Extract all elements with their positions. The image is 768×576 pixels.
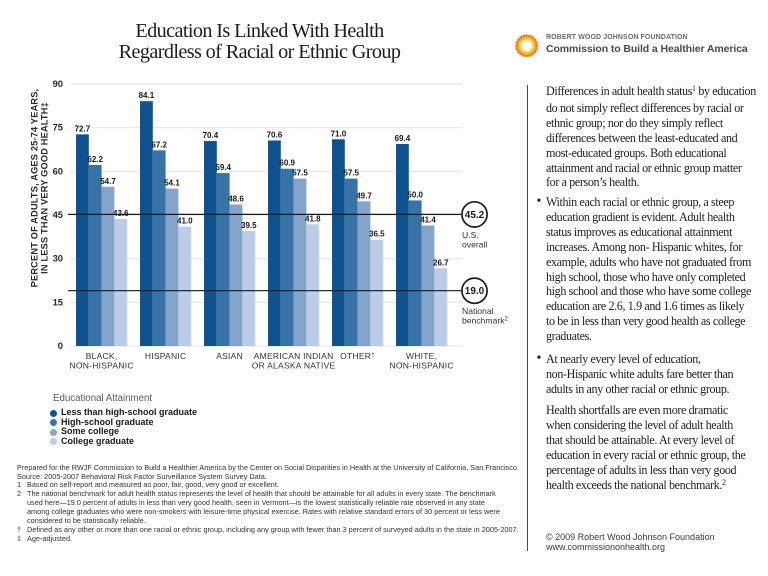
svg-text:BLACK,: BLACK, (86, 351, 118, 361)
svg-text:84.1: 84.1 (139, 91, 155, 100)
svg-text:41.8: 41.8 (305, 214, 321, 223)
svg-text:0: 0 (58, 340, 63, 351)
svg-text:54.1: 54.1 (164, 179, 180, 188)
svg-text:60.9: 60.9 (279, 159, 295, 168)
svg-text:30: 30 (53, 253, 63, 264)
svg-text:67.2: 67.2 (151, 140, 167, 149)
svg-text:WHITE,: WHITE, (406, 351, 437, 361)
svg-text:IN LESS THAN VERY GOOD HEALTH‡: IN LESS THAN VERY GOOD HEALTH‡ (40, 102, 50, 274)
svg-text:57.5: 57.5 (343, 169, 359, 178)
svg-text:19.0: 19.0 (465, 286, 485, 297)
svg-text:OR ALASKA NATIVE: OR ALASKA NATIVE (252, 360, 336, 370)
svg-text:54.7: 54.7 (100, 177, 116, 186)
svg-text:39.5: 39.5 (241, 221, 257, 230)
svg-text:57.5: 57.5 (292, 169, 308, 178)
svg-text:ASIAN: ASIAN (216, 351, 243, 361)
svg-text:70.6: 70.6 (267, 131, 283, 140)
svg-text:70.4: 70.4 (203, 131, 219, 140)
svg-text:NON-HISPANIC: NON-HISPANIC (389, 360, 453, 370)
svg-text:62.2: 62.2 (87, 155, 103, 164)
svg-text:60: 60 (53, 165, 63, 176)
svg-text:15: 15 (53, 296, 63, 307)
svg-text:45: 45 (53, 209, 63, 220)
svg-text:45.2: 45.2 (465, 210, 485, 221)
svg-text:U.S.: U.S. (462, 230, 479, 240)
svg-text:41.0: 41.0 (177, 217, 193, 226)
svg-text:71.0: 71.0 (331, 129, 347, 138)
svg-text:benchmark2: benchmark2 (462, 316, 509, 326)
svg-text:75: 75 (53, 122, 63, 133)
svg-text:36.5: 36.5 (369, 230, 385, 239)
svg-text:NON-HISPANIC: NON-HISPANIC (69, 360, 133, 370)
svg-text:41.4: 41.4 (420, 216, 436, 225)
svg-text:72.7: 72.7 (75, 124, 91, 133)
svg-text:National: National (462, 306, 494, 316)
svg-text:AMERICAN INDIAN: AMERICAN INDIAN (254, 351, 334, 361)
svg-text:49.7: 49.7 (356, 191, 372, 200)
svg-text:90: 90 (53, 78, 63, 89)
svg-text:overall: overall (462, 240, 487, 250)
svg-text:OTHER†: OTHER† (340, 351, 375, 361)
svg-text:69.4: 69.4 (395, 134, 411, 143)
svg-text:HISPANIC: HISPANIC (145, 351, 187, 361)
svg-text:59.4: 59.4 (215, 163, 231, 172)
svg-text:50.0: 50.0 (407, 190, 423, 199)
svg-text:43.6: 43.6 (113, 209, 129, 218)
svg-text:PERCENT OF ADULTS, AGES 25-74: PERCENT OF ADULTS, AGES 25-74 YEARS, (30, 89, 40, 288)
svg-text:48.6: 48.6 (228, 195, 244, 204)
svg-text:26.7: 26.7 (433, 258, 449, 267)
